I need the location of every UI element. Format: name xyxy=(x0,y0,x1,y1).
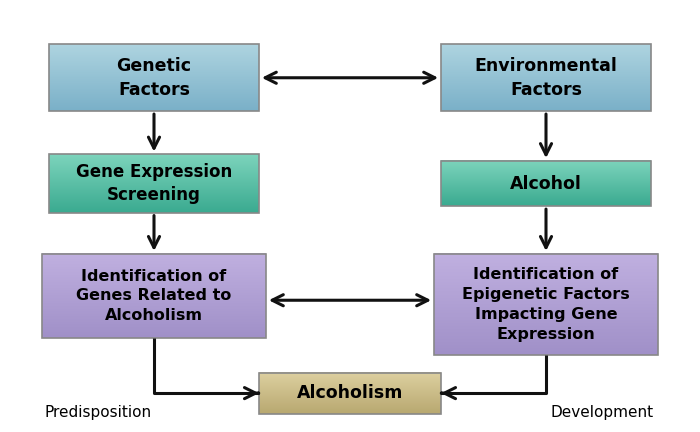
Text: Identification of
Genes Related to
Alcoholism: Identification of Genes Related to Alcoh… xyxy=(76,269,232,323)
Bar xyxy=(434,254,658,355)
Text: Identification of
Epigenetic Factors
Impacting Gene
Expression: Identification of Epigenetic Factors Imp… xyxy=(462,267,630,342)
Bar xyxy=(49,155,259,213)
Bar xyxy=(259,372,441,414)
Bar xyxy=(42,254,266,338)
Bar xyxy=(441,44,651,111)
Bar xyxy=(49,44,259,111)
Bar xyxy=(441,161,651,206)
Text: Environmental
Factors: Environmental Factors xyxy=(475,57,617,98)
Text: Predisposition: Predisposition xyxy=(44,405,152,420)
Text: Gene Expression
Screening: Gene Expression Screening xyxy=(76,163,232,204)
Text: Development: Development xyxy=(550,405,654,420)
Text: Alcoholism: Alcoholism xyxy=(297,384,403,402)
Text: Alcohol: Alcohol xyxy=(510,175,582,193)
Text: Genetic
Factors: Genetic Factors xyxy=(116,57,192,98)
